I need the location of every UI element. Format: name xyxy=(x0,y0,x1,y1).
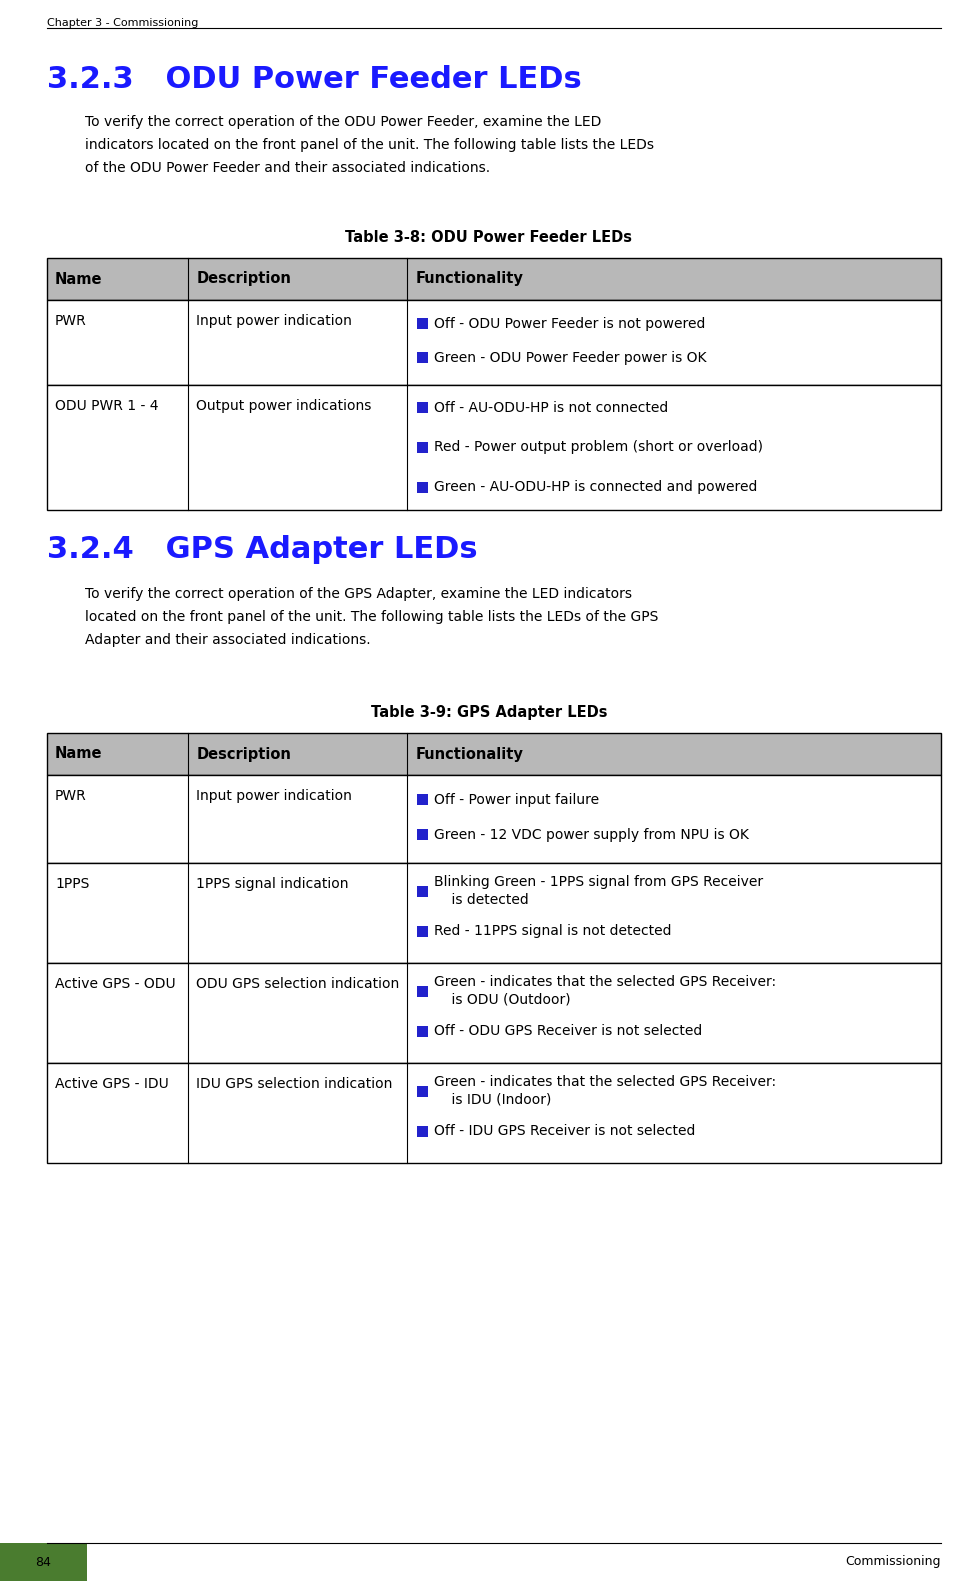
Bar xyxy=(47,863,940,963)
Bar xyxy=(417,830,428,841)
Bar xyxy=(417,353,428,364)
Bar xyxy=(47,775,940,863)
Text: Blinking Green - 1PPS signal from GPS Receiver
    is detected: Blinking Green - 1PPS signal from GPS Re… xyxy=(434,876,762,906)
Text: Table 3-8: ODU Power Feeder LEDs: Table 3-8: ODU Power Feeder LEDs xyxy=(345,229,632,245)
Text: Off - ODU Power Feeder is not powered: Off - ODU Power Feeder is not powered xyxy=(434,316,704,330)
Text: Active GPS - ODU: Active GPS - ODU xyxy=(55,977,176,991)
Bar xyxy=(417,925,428,936)
Text: 1PPS signal indication: 1PPS signal indication xyxy=(196,877,349,892)
Text: Green - 12 VDC power supply from NPU is OK: Green - 12 VDC power supply from NPU is … xyxy=(434,828,748,841)
Text: 1PPS: 1PPS xyxy=(55,877,89,892)
Text: Off - IDU GPS Receiver is not selected: Off - IDU GPS Receiver is not selected xyxy=(434,1124,695,1138)
Text: Green - indicates that the selected GPS Receiver:
    is IDU (Indoor): Green - indicates that the selected GPS … xyxy=(434,1075,776,1107)
Text: Name: Name xyxy=(55,272,103,286)
Text: Green - indicates that the selected GPS Receiver:
    is ODU (Outdoor): Green - indicates that the selected GPS … xyxy=(434,975,776,1007)
Text: ODU GPS selection indication: ODU GPS selection indication xyxy=(196,977,399,991)
Text: PWR: PWR xyxy=(55,315,87,327)
Bar xyxy=(417,1026,428,1037)
Text: 3.2.3   ODU Power Feeder LEDs: 3.2.3 ODU Power Feeder LEDs xyxy=(47,65,581,93)
Text: Active GPS - IDU: Active GPS - IDU xyxy=(55,1077,168,1091)
Bar xyxy=(0,1543,87,1581)
Bar xyxy=(417,402,428,413)
Text: Input power indication: Input power indication xyxy=(196,315,352,327)
Text: IDU GPS selection indication: IDU GPS selection indication xyxy=(196,1077,392,1091)
Text: To verify the correct operation of the ODU Power Feeder, examine the LED
indicat: To verify the correct operation of the O… xyxy=(85,115,654,174)
Bar xyxy=(47,258,940,300)
Text: Table 3-9: GPS Adapter LEDs: Table 3-9: GPS Adapter LEDs xyxy=(370,705,607,719)
Text: Off - Power input failure: Off - Power input failure xyxy=(434,792,599,806)
Bar xyxy=(417,443,428,454)
Text: 3.2.4   GPS Adapter LEDs: 3.2.4 GPS Adapter LEDs xyxy=(47,534,477,564)
Bar xyxy=(47,734,940,775)
Text: Output power indications: Output power indications xyxy=(196,398,371,413)
Bar xyxy=(417,885,428,896)
Bar xyxy=(417,318,428,329)
Text: Red - Power output problem (short or overload): Red - Power output problem (short or ove… xyxy=(434,441,762,454)
Text: PWR: PWR xyxy=(55,789,87,803)
Bar xyxy=(47,386,940,511)
Text: Description: Description xyxy=(196,272,291,286)
Bar xyxy=(417,482,428,493)
Text: Name: Name xyxy=(55,746,103,762)
Text: Off - AU-ODU-HP is not connected: Off - AU-ODU-HP is not connected xyxy=(434,400,667,414)
Bar xyxy=(47,963,940,1062)
Text: Green - ODU Power Feeder power is OK: Green - ODU Power Feeder power is OK xyxy=(434,351,706,365)
Text: ODU PWR 1 - 4: ODU PWR 1 - 4 xyxy=(55,398,158,413)
Bar xyxy=(417,1126,428,1137)
Text: Commissioning: Commissioning xyxy=(844,1556,940,1568)
Text: Red - 11PPS signal is not detected: Red - 11PPS signal is not detected xyxy=(434,923,671,938)
Bar xyxy=(47,300,940,386)
Text: Description: Description xyxy=(196,746,291,762)
Text: Functionality: Functionality xyxy=(415,746,523,762)
Text: Chapter 3 - Commissioning: Chapter 3 - Commissioning xyxy=(47,17,198,28)
Text: To verify the correct operation of the GPS Adapter, examine the LED indicators
l: To verify the correct operation of the G… xyxy=(85,587,658,647)
Bar xyxy=(417,985,428,996)
Text: Input power indication: Input power indication xyxy=(196,789,352,803)
Text: Off - ODU GPS Receiver is not selected: Off - ODU GPS Receiver is not selected xyxy=(434,1024,701,1039)
Bar xyxy=(47,1062,940,1164)
Text: 84: 84 xyxy=(35,1556,52,1568)
Bar xyxy=(417,794,428,805)
Text: Green - AU-ODU-HP is connected and powered: Green - AU-ODU-HP is connected and power… xyxy=(434,481,757,495)
Text: Functionality: Functionality xyxy=(415,272,523,286)
Bar xyxy=(417,1086,428,1097)
